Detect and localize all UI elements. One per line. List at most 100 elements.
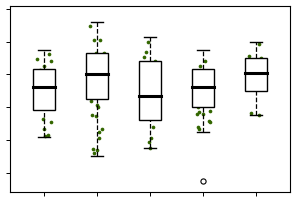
Point: [257, 79, 262, 82]
Point: [155, 109, 160, 112]
Point: [257, 73, 262, 76]
Point: [102, 52, 107, 55]
Point: [38, 68, 42, 71]
Point: [206, 75, 210, 79]
Point: [202, 88, 207, 91]
Point: [92, 79, 96, 82]
Point: [151, 108, 155, 111]
Point: [89, 73, 94, 77]
Point: [148, 71, 153, 74]
Point: [144, 65, 149, 68]
Point: [94, 51, 98, 54]
Point: [36, 84, 41, 87]
Point: [49, 59, 54, 62]
Point: [42, 64, 46, 68]
Point: [39, 71, 44, 74]
Point: [97, 137, 102, 140]
Point: [145, 116, 150, 119]
Point: [101, 55, 106, 59]
Point: [252, 83, 257, 86]
Point: [251, 81, 256, 84]
Point: [98, 68, 102, 71]
Point: [102, 70, 107, 73]
Point: [196, 110, 201, 114]
Point: [144, 92, 149, 95]
Point: [94, 61, 99, 64]
Point: [46, 133, 50, 136]
Point: [206, 70, 210, 73]
Point: [88, 85, 92, 89]
Point: [89, 100, 93, 103]
Point: [42, 127, 46, 130]
Point: [150, 109, 155, 112]
Point: [152, 109, 157, 112]
Point: [194, 69, 199, 72]
Point: [48, 91, 53, 95]
Point: [88, 24, 93, 27]
Point: [201, 179, 205, 182]
Point: [46, 83, 51, 86]
Point: [147, 97, 152, 100]
Point: [90, 69, 94, 72]
Point: [147, 141, 152, 144]
Bar: [245, 58, 267, 91]
Point: [207, 109, 212, 113]
Point: [35, 86, 40, 90]
Point: [148, 80, 152, 83]
Point: [257, 42, 262, 45]
Point: [100, 82, 105, 86]
Point: [43, 70, 47, 73]
Point: [202, 98, 207, 101]
Point: [40, 81, 45, 84]
Point: [42, 83, 47, 87]
Point: [151, 77, 155, 80]
Point: [147, 79, 152, 82]
Point: [100, 88, 104, 91]
Point: [90, 58, 95, 62]
Point: [249, 112, 253, 115]
Point: [145, 85, 149, 88]
Point: [101, 65, 105, 69]
Point: [143, 117, 147, 120]
Point: [247, 77, 252, 80]
Point: [196, 70, 201, 73]
Point: [91, 82, 96, 85]
Point: [46, 97, 51, 100]
Point: [151, 125, 156, 129]
Point: [46, 82, 51, 85]
Point: [255, 84, 260, 87]
Point: [142, 92, 147, 95]
Point: [203, 80, 208, 83]
Point: [152, 60, 157, 63]
Point: [146, 40, 150, 43]
Point: [41, 118, 45, 121]
Point: [203, 82, 208, 85]
Point: [97, 131, 102, 134]
Point: [203, 60, 207, 63]
Point: [154, 73, 159, 76]
Point: [43, 135, 47, 138]
Point: [94, 103, 99, 106]
Point: [35, 96, 40, 99]
Point: [101, 80, 106, 83]
Point: [149, 113, 154, 116]
Point: [254, 69, 258, 72]
Point: [91, 84, 95, 87]
Point: [258, 83, 263, 87]
Point: [36, 94, 41, 97]
Point: [205, 86, 209, 89]
Point: [91, 148, 96, 151]
Point: [143, 84, 147, 87]
Point: [260, 59, 265, 62]
Point: [248, 85, 253, 88]
Point: [90, 80, 95, 84]
Point: [144, 94, 149, 97]
Point: [100, 85, 104, 88]
Point: [95, 148, 100, 151]
Point: [152, 65, 157, 69]
Point: [92, 152, 97, 155]
Point: [196, 74, 201, 77]
Point: [47, 88, 52, 91]
Point: [260, 65, 265, 69]
Point: [147, 146, 152, 150]
